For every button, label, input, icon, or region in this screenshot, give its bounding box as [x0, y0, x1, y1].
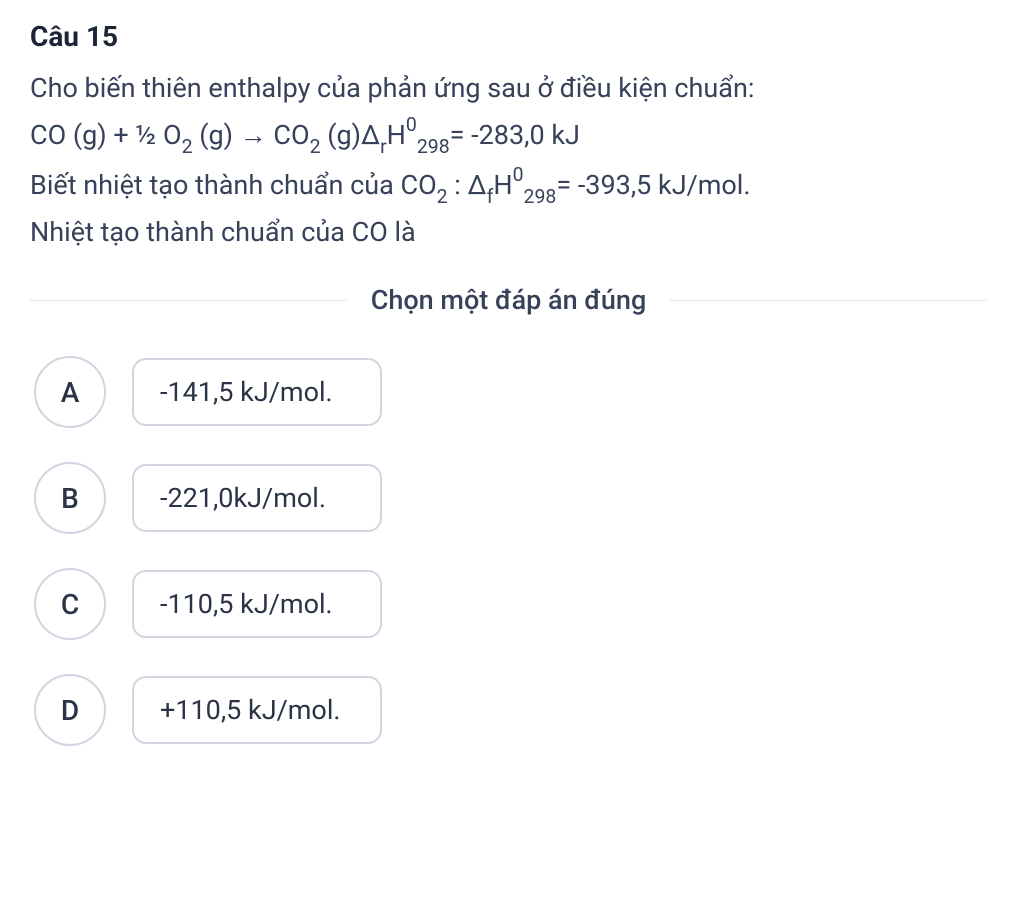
option-d[interactable]: D +110,5 kJ/mol.	[34, 674, 987, 746]
option-letter-b[interactable]: B	[34, 462, 106, 534]
instruction-text: Chọn một đáp án đúng	[347, 284, 671, 316]
eq-part: = -283,0 kJ	[450, 119, 580, 151]
question-number: Câu 15	[30, 20, 987, 53]
option-letter-c[interactable]: C	[34, 568, 106, 640]
l3-sub: f	[487, 185, 494, 208]
question-body: Cho biến thiên enthalpy của phản ứng sau…	[30, 67, 987, 254]
question-equation: CO (g) + ½ O2 (g) → CO2 (g)ΔrH0298= -283…	[30, 112, 987, 159]
option-b[interactable]: B -221,0kJ/mol.	[34, 462, 987, 534]
l3-part: = -393,5 kJ/mol.	[556, 169, 750, 201]
option-text-d[interactable]: +110,5 kJ/mol.	[132, 676, 382, 744]
option-letter-d[interactable]: D	[34, 674, 106, 746]
option-c[interactable]: C -110,5 kJ/mol.	[34, 568, 987, 640]
option-text-a[interactable]: -141,5 kJ/mol.	[132, 358, 382, 426]
eq-sub: r	[380, 135, 387, 158]
l3-part: : Δ	[448, 169, 487, 201]
eq-sub: 2	[182, 135, 193, 158]
l3-part: Biết nhiệt tạo thành chuẩn của CO	[30, 169, 437, 201]
eq-part: H	[387, 119, 406, 151]
eq-sub: 2	[310, 135, 321, 158]
eq-part: (g) → CO	[193, 119, 310, 151]
divider-line-right	[670, 300, 987, 301]
divider-line-left	[30, 300, 347, 301]
l3-sub: 2	[437, 185, 448, 208]
eq-sup: 0	[406, 113, 417, 136]
option-text-b[interactable]: -221,0kJ/mol.	[132, 464, 382, 532]
eq-part: CO (g) + ½ O	[30, 119, 182, 151]
l3-sup: 0	[513, 163, 524, 186]
option-text-c[interactable]: -110,5 kJ/mol.	[132, 570, 382, 638]
options-list: A -141,5 kJ/mol. B -221,0kJ/mol. C -110,…	[30, 356, 987, 746]
question-line-4: Nhiệt tạo thành chuẩn của CO là	[30, 211, 987, 254]
question-line-1: Cho biến thiên enthalpy của phản ứng sau…	[30, 67, 987, 110]
eq-sub: 298	[417, 135, 450, 158]
eq-part: (g)Δ	[321, 119, 381, 151]
l3-sub: 298	[524, 185, 557, 208]
l3-part: H	[493, 169, 512, 201]
question-line-3: Biết nhiệt tạo thành chuẩn của CO2 : ΔfH…	[30, 162, 987, 209]
option-a[interactable]: A -141,5 kJ/mol.	[34, 356, 987, 428]
instruction-divider: Chọn một đáp án đúng	[30, 284, 987, 316]
option-letter-a[interactable]: A	[34, 356, 106, 428]
